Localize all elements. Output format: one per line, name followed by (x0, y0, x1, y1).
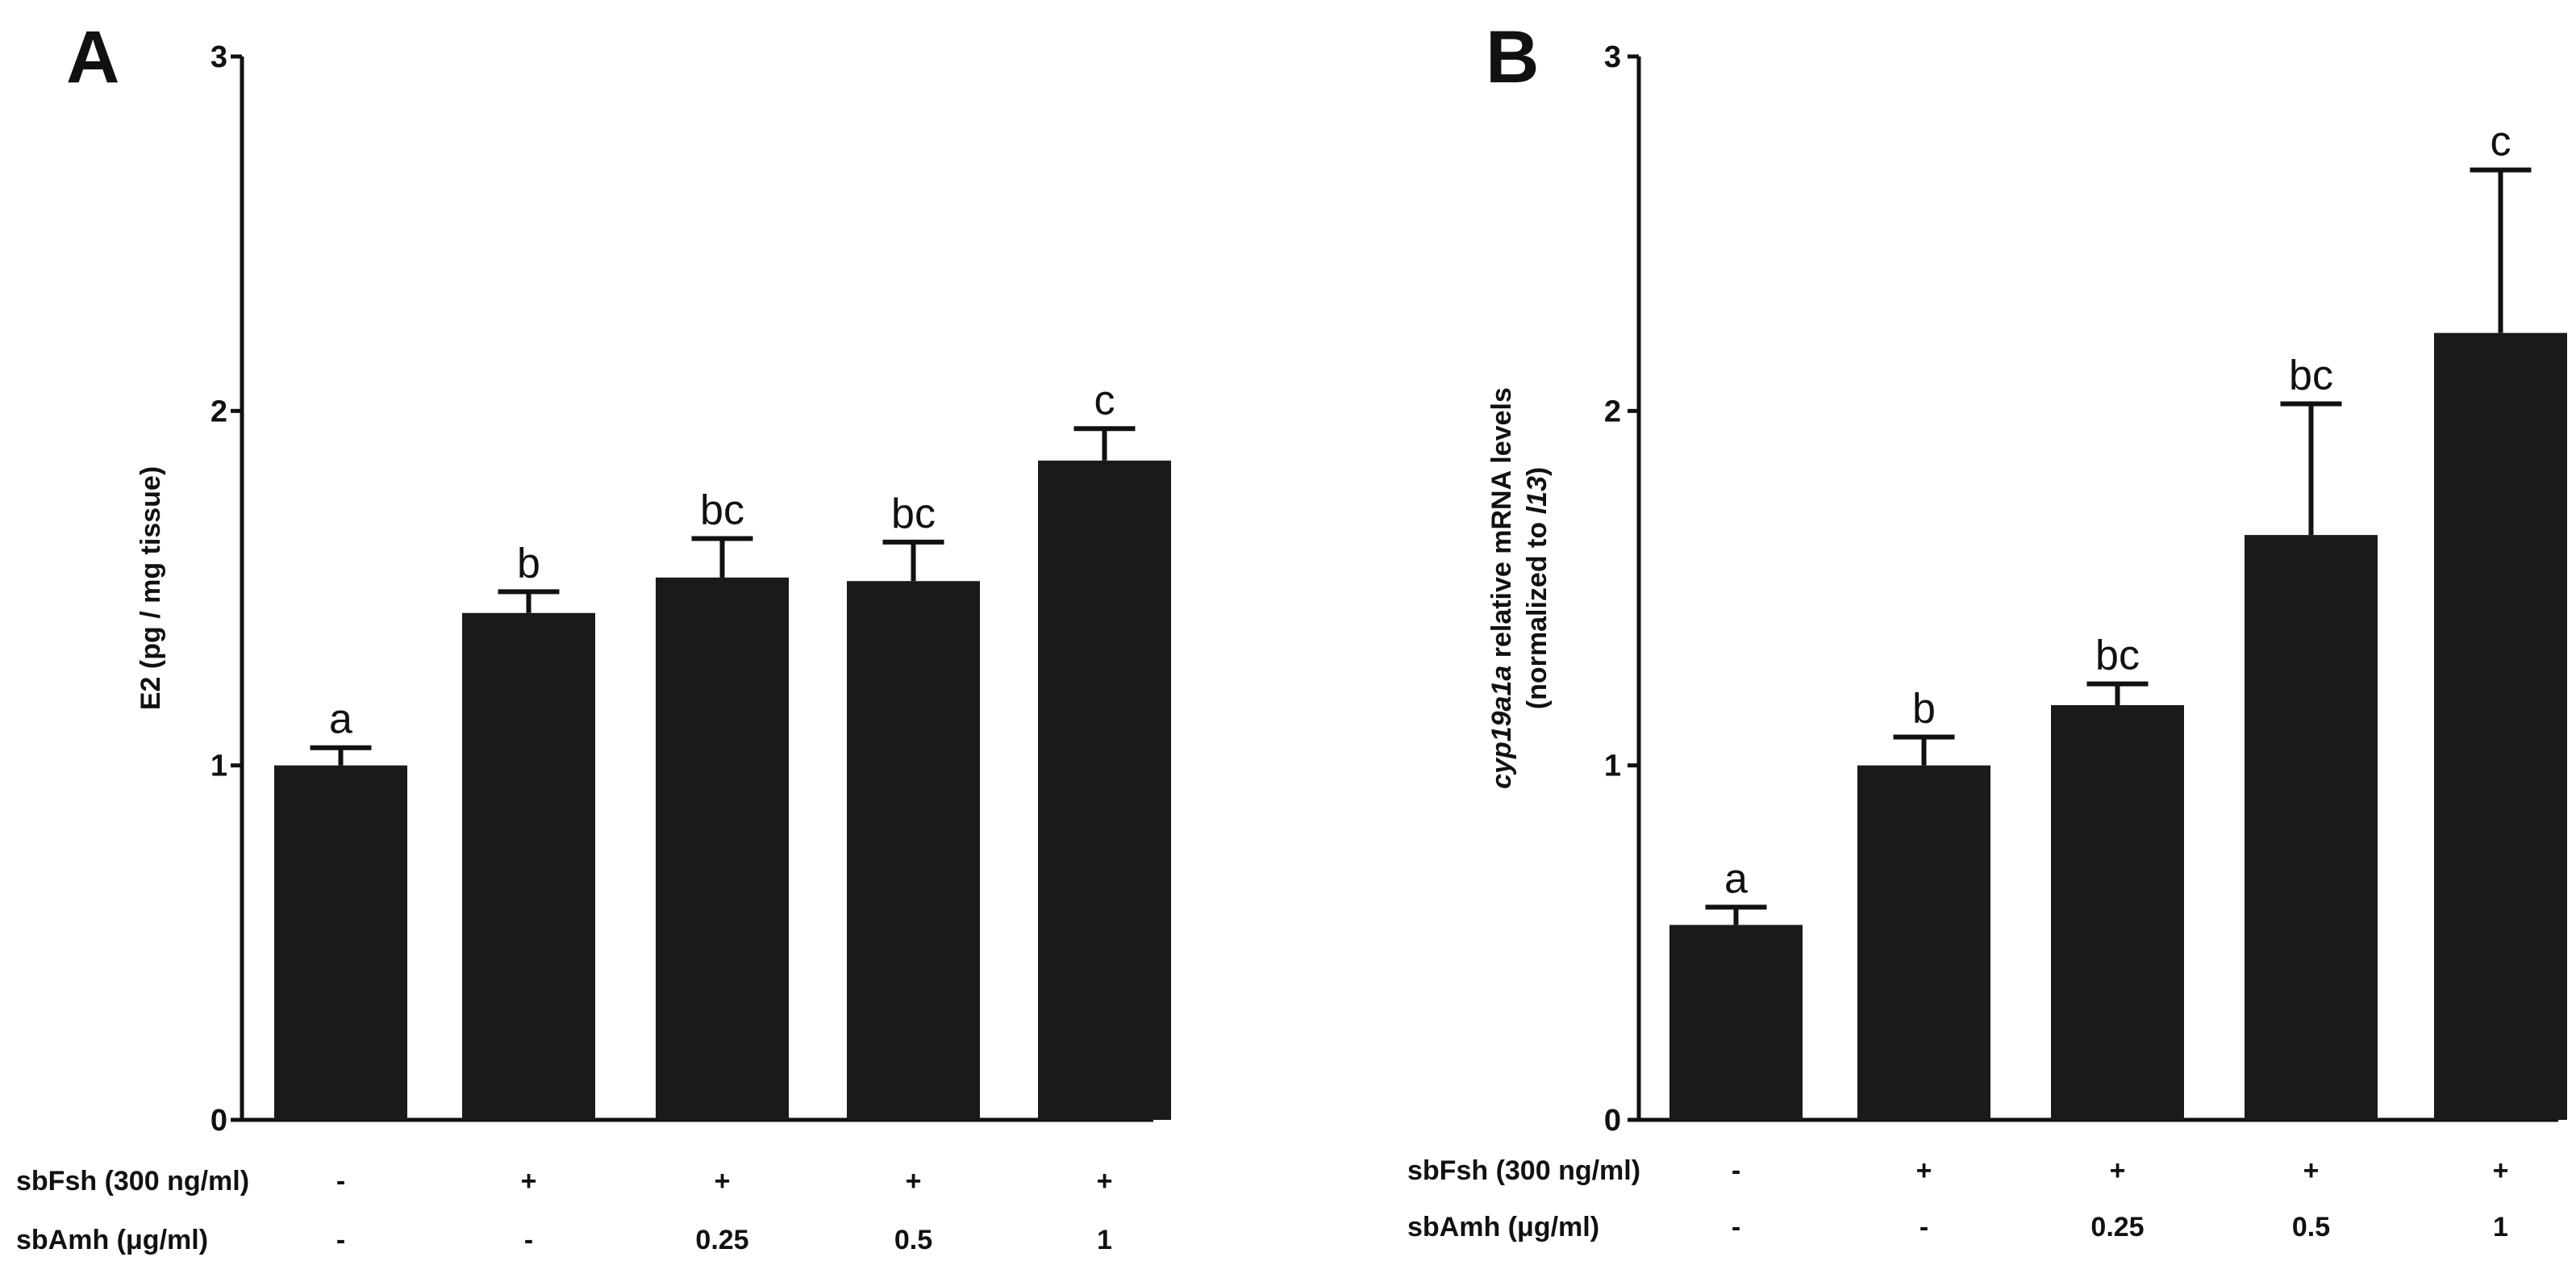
y-axis-label-gene: cyp19a1a (1486, 666, 1517, 789)
significance-letter: c (1094, 377, 1115, 424)
y-axis-label-line2: (normalized to l13) (1522, 467, 1553, 709)
significance-letter: a (1724, 855, 1748, 902)
y-tick-label: 0 (210, 1104, 227, 1138)
condition-value: + (2110, 1155, 2126, 1186)
condition-value: + (1916, 1155, 1932, 1186)
condition-value: 0.25 (2090, 1212, 2144, 1242)
condition-label: sbFsh (300 ng/ml) (1407, 1155, 1640, 1186)
bar (1857, 765, 1990, 1120)
bar (1669, 925, 1803, 1120)
significance-letter: b (1912, 686, 1936, 733)
bar (847, 581, 980, 1120)
panel-letter: A (66, 16, 119, 98)
y-axis-label-norm-gene: l13 (1522, 476, 1553, 514)
bar (462, 612, 595, 1120)
panel-letter: B (1486, 16, 1539, 98)
significance-letter: bc (891, 491, 936, 537)
significance-letter: bc (700, 487, 744, 533)
y-axis-label-text: relative mRNA levels (1486, 387, 1517, 666)
bar (1038, 460, 1171, 1120)
y-tick-label: 0 (1604, 1104, 1621, 1138)
panel-b: B 0 1 2 3 cyp19a1a relative mRNA levels (norma… (1407, 16, 2567, 1242)
y-axis-label-norm-pre: (normalized to (1522, 514, 1553, 709)
bar (2434, 332, 2567, 1120)
condition-value: 1 (2493, 1212, 2508, 1242)
condition-value: - (336, 1166, 345, 1197)
condition-value: 0.25 (695, 1225, 748, 1255)
condition-value: - (1732, 1212, 1740, 1242)
condition-value: - (1732, 1155, 1740, 1186)
condition-value: - (524, 1225, 533, 1255)
y-axis-label-line1: cyp19a1a relative mRNA levels (1486, 387, 1517, 789)
condition-value: 0.5 (2292, 1212, 2330, 1242)
y-axis-label: cyp19a1a relative mRNA levels (normalized… (1486, 387, 1553, 789)
significance-letter: b (517, 540, 540, 587)
bar (2245, 535, 2378, 1120)
significance-letter: bc (2095, 633, 2140, 679)
condition-value: + (1097, 1166, 1113, 1197)
condition-value: 0.5 (894, 1225, 932, 1255)
significance-letter: bc (2289, 353, 2333, 399)
y-tick-label: 2 (1604, 395, 1621, 428)
condition-label: sbFsh (300 ng/ml) (16, 1166, 249, 1197)
y-tick-label: 2 (210, 395, 227, 428)
significance-letter: a (329, 696, 352, 743)
bar (274, 765, 407, 1120)
bar (2051, 704, 2184, 1120)
condition-value: - (1919, 1212, 1928, 1242)
condition-label: sbAmh (μg/ml) (16, 1225, 208, 1255)
y-tick-label: 3 (1604, 40, 1621, 74)
condition-value: - (336, 1225, 345, 1255)
condition-label: sbAmh (μg/ml) (1407, 1212, 1599, 1242)
y-tick-label: 3 (210, 40, 227, 74)
y-tick-label: 1 (210, 750, 227, 783)
y-tick-label: 1 (1604, 750, 1621, 783)
condition-value: + (2493, 1155, 2509, 1186)
y-axis-label: E2 (pg / mg tissue) (135, 466, 166, 710)
significance-letter: c (2491, 119, 2511, 165)
condition-value: + (715, 1166, 731, 1197)
panel-a: A 0 1 2 3 E2 (pg / mg tissue) a b bc bc c sbFsh (30… (16, 16, 1171, 1255)
condition-value: 1 (1097, 1225, 1112, 1255)
bar (656, 577, 789, 1120)
condition-value: + (906, 1166, 922, 1197)
condition-value: + (2303, 1155, 2320, 1186)
y-axis-label-norm-post: ) (1522, 467, 1553, 476)
condition-value: + (521, 1166, 537, 1197)
